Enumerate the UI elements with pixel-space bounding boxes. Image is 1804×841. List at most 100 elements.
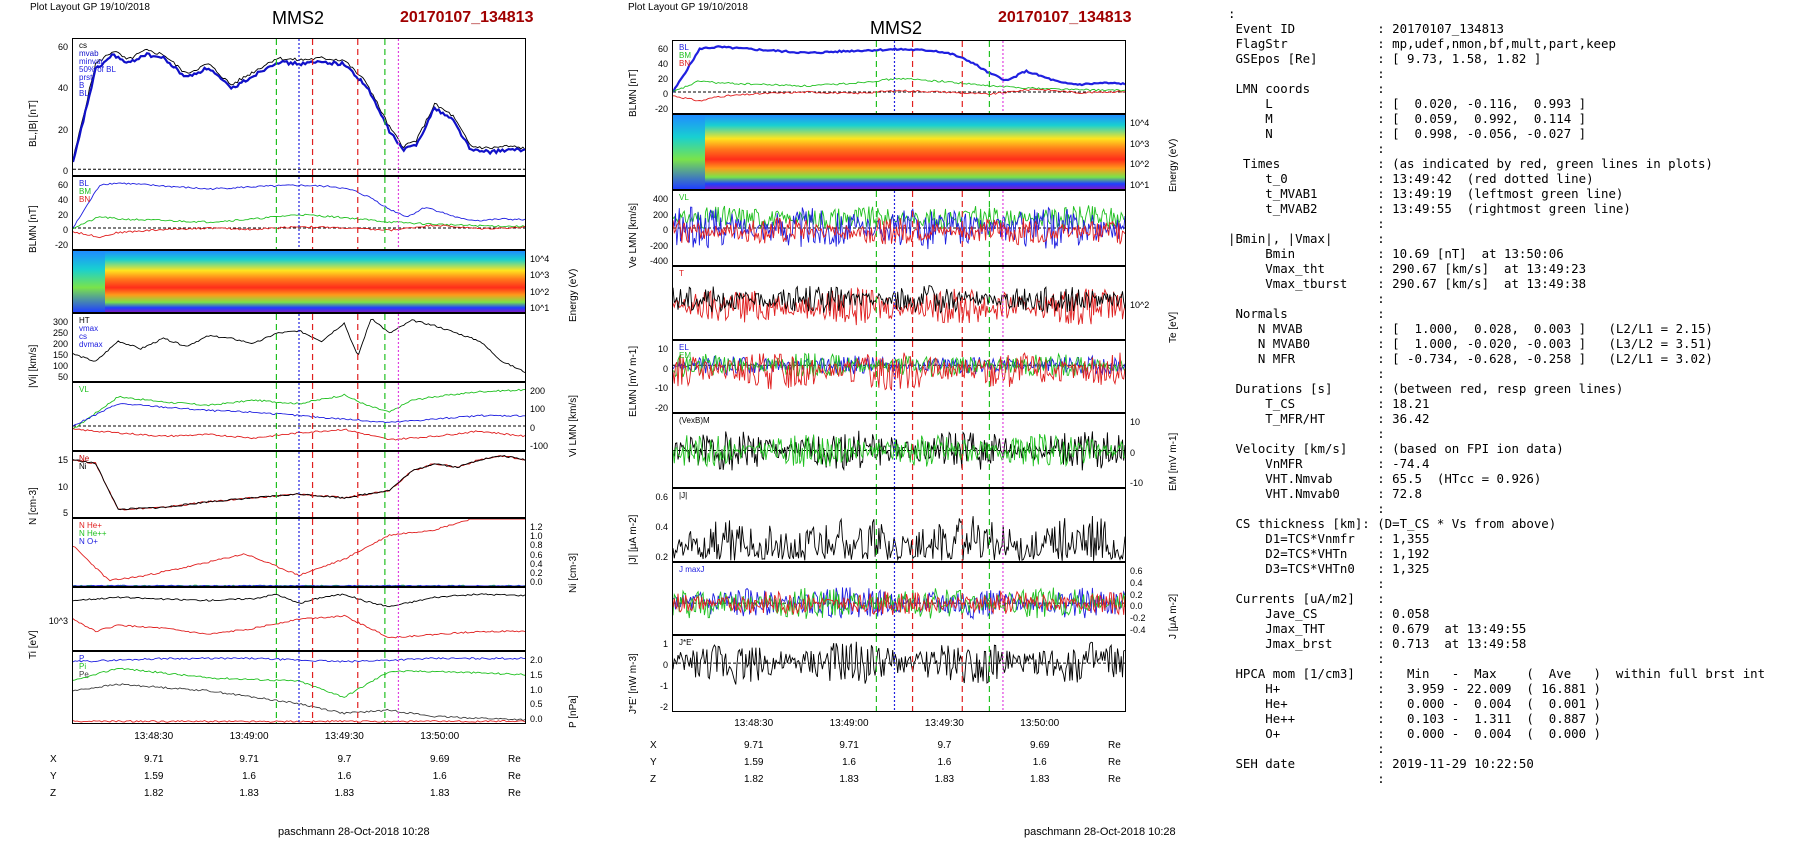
tick-label: -0.2 — [1130, 613, 1146, 624]
middle-panel-4: EL EM — [672, 340, 1126, 413]
series-line — [73, 657, 525, 663]
tick-label: 10^1 — [1130, 180, 1150, 190]
series-line — [73, 593, 525, 608]
x-tick-label: 13:50:00 — [420, 731, 460, 742]
series-line — [673, 285, 1125, 314]
info-line: T_CS : 18.21 — [1228, 396, 1430, 411]
tick-label: 50 — [57, 372, 68, 382]
spectrogram-onset — [73, 251, 105, 312]
tick-label: 10^2 — [1130, 300, 1150, 310]
tick-label: 0.5 — [530, 699, 543, 710]
series-line — [673, 205, 1125, 231]
middle-layout-header: Plot Layout GP 19/10/2018 — [628, 2, 748, 13]
coord-value: 9.69 — [1030, 740, 1050, 751]
tick-label: 0 — [662, 89, 668, 99]
spectrogram-onset — [673, 115, 705, 189]
coord-value: 1.6 — [842, 757, 856, 768]
tick-label: 0.0 — [1130, 601, 1143, 612]
tick-label: 10 — [657, 344, 668, 354]
info-line: VnMFR : -74.4 — [1228, 456, 1430, 471]
left-panel-6-plot — [73, 519, 525, 586]
coord-value: 9.71 — [839, 740, 859, 751]
tick-label: 10^3 — [1130, 138, 1150, 149]
left-panel-4-plot — [73, 383, 525, 450]
tick-label: 10^3 — [530, 270, 550, 281]
tick-label: 0.0 — [530, 577, 543, 587]
info-line: D1=TCS*Vnmfr : 1,355 — [1228, 531, 1430, 546]
legend-entry: mvab — [79, 49, 99, 58]
middle-footer: paschmann 28-Oct-2018 10:28 — [1024, 826, 1176, 838]
tick-label: -10 — [1130, 478, 1144, 488]
info-line: CS thickness [km]: (D=T_CS * Vs from abo… — [1228, 516, 1557, 531]
x-tick-label: 13:49:00 — [829, 718, 869, 729]
axis-label: ELMN [mV m-1] — [628, 345, 639, 417]
info-line: M : [ 0.059, 0.992, 0.114 ] — [1228, 111, 1587, 126]
middle-panel-8-plot — [673, 636, 1125, 711]
tick-label: 0.8 — [530, 540, 543, 551]
series-line — [673, 352, 1125, 378]
legend-entry: minvar — [79, 57, 104, 66]
tick-label: 100 — [52, 361, 68, 371]
left-panel-2 — [72, 250, 526, 313]
coord-value: 1.6 — [432, 771, 447, 782]
tick-label: 0 — [662, 225, 668, 235]
left-panel-0-plot — [73, 39, 525, 175]
legend-entry: VL — [79, 385, 89, 394]
tick-label: 0.4 — [1130, 577, 1143, 588]
series-line — [673, 433, 1125, 468]
legend-entry: J maxJ — [679, 565, 705, 574]
tick-label: 20 — [657, 74, 668, 84]
info-line: Durations [s] : (between red, resp green… — [1228, 381, 1624, 396]
axis-label: J*E' [nW m-3] — [628, 652, 639, 714]
series-line — [673, 515, 1125, 561]
info-line: H+ : 3.959 - 22.009 ( 16.881 ) — [1228, 681, 1601, 696]
tick-label: 0.2 — [655, 552, 668, 562]
left-panel-4: VL — [72, 382, 526, 451]
info-line: O+ : 0.000 - 0.004 ( 0.000 ) — [1228, 726, 1601, 741]
info-line: t_MVAB1 : 13:49:19 (leftmost green line) — [1228, 186, 1624, 201]
legend-entry: cs — [79, 41, 87, 50]
middle-panel-5-plot — [673, 414, 1125, 487]
tick-label: 0 — [62, 225, 68, 235]
series-line — [673, 206, 1125, 250]
coord-unit: Re — [1108, 740, 1121, 751]
left-panel-7-plot — [73, 588, 525, 650]
legend-entry: BL — [79, 89, 89, 98]
info-line: Jmax_THT : 0.679 at 13:49:55 — [1228, 621, 1527, 636]
info-line: Jmax_brst : 0.713 at 13:49:58 — [1228, 636, 1527, 651]
tick-label: 200 — [530, 386, 546, 396]
info-line: N : [ 0.998, -0.056, -0.027 ] — [1228, 126, 1587, 141]
info-line: Vmax_tht : 290.67 [km/s] at 13:49:23 — [1228, 261, 1587, 276]
tick-label: 400 — [652, 194, 668, 204]
middle-event-id: 20170107_134813 — [998, 9, 1132, 26]
info-line: Currents [uA/m2] : — [1228, 591, 1385, 606]
coord-value: 1.6 — [937, 757, 952, 768]
info-line: : — [1228, 366, 1385, 381]
left-footer: paschmann 28-Oct-2018 10:28 — [278, 826, 430, 838]
tick-label: 20 — [57, 210, 68, 220]
series-line — [673, 587, 1125, 619]
coord-value: 9.69 — [430, 754, 450, 765]
tick-label: -2 — [659, 702, 668, 712]
info-line: |Bmin|, |Vmax| : — [1228, 231, 1385, 246]
tick-label: -400 — [649, 256, 668, 266]
coord-value: 1.83 — [334, 788, 355, 799]
legend-entry: vmax — [79, 324, 99, 333]
legend-entry: BN — [79, 195, 91, 204]
tick-label: 40 — [57, 195, 68, 205]
legend-entry: BL — [79, 179, 89, 188]
info-line: : — [1228, 651, 1385, 666]
tick-label: 0.2 — [1130, 589, 1143, 600]
series-line — [73, 614, 525, 639]
info-line: t_MVAB2 : 13:49:55 (rightmost green line… — [1228, 201, 1631, 216]
info-line: : — [1228, 771, 1385, 786]
series-line — [673, 352, 1125, 391]
tick-label: 60 — [57, 180, 68, 190]
legend-entry: Ni — [79, 462, 87, 471]
legend-entry: BN — [679, 59, 691, 68]
series-line — [673, 216, 1125, 246]
left-panel-0: cs mvab minvar 50% of BL prst B BL — [72, 38, 526, 176]
tick-label: 10^4 — [530, 254, 550, 264]
tick-label: 1.2 — [530, 522, 543, 532]
coord-value: 1.83 — [430, 788, 450, 799]
